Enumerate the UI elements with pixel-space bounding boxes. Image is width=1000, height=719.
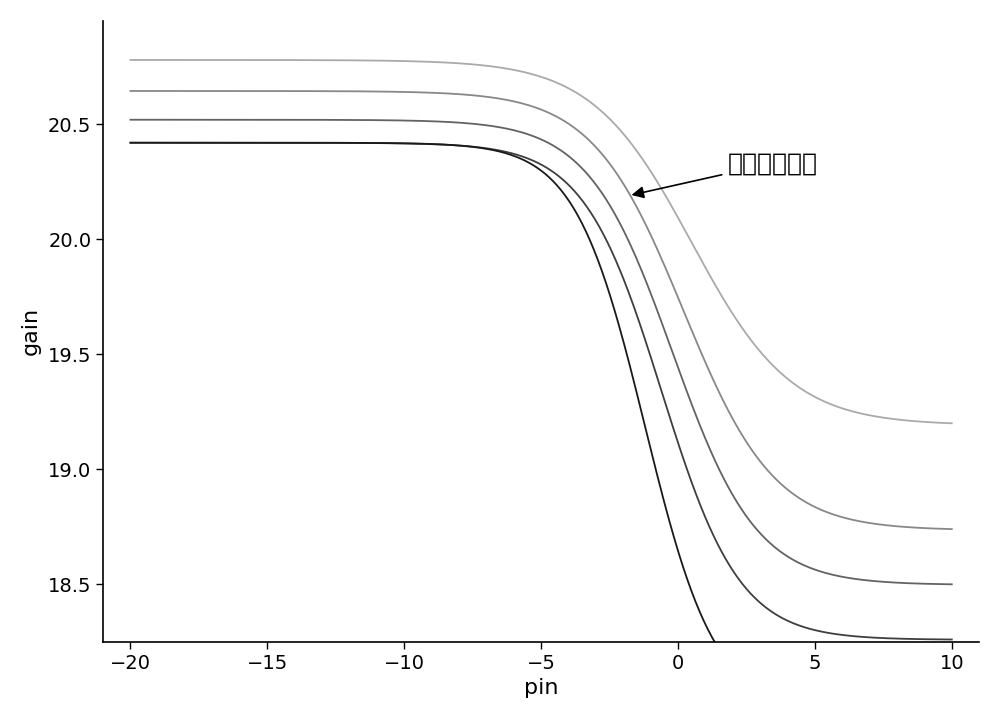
Text: 镇流电阵增大: 镇流电阵增大 bbox=[633, 152, 817, 197]
X-axis label: pin: pin bbox=[524, 678, 558, 698]
Y-axis label: gain: gain bbox=[21, 307, 41, 355]
